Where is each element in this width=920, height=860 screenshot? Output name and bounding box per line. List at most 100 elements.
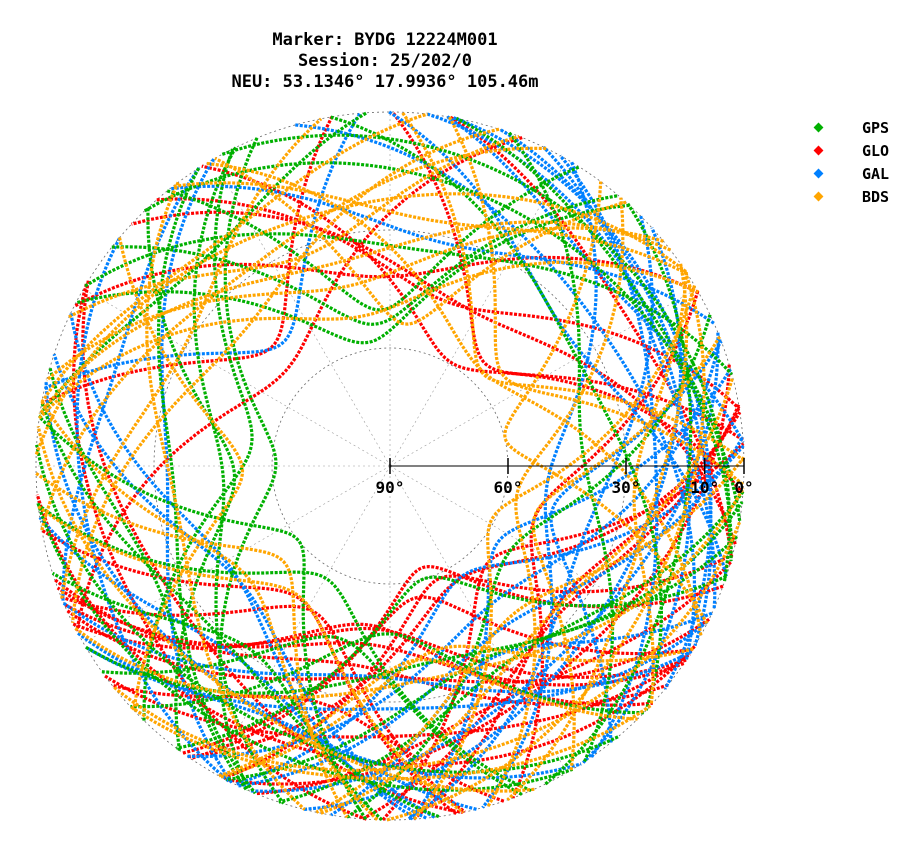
tick-label-90: 90° — [376, 478, 405, 497]
track-gps — [84, 232, 734, 376]
legend-item-bds: BDS — [810, 185, 889, 208]
track-glo — [255, 561, 732, 796]
track-bds — [531, 335, 721, 771]
track-bds — [486, 197, 625, 807]
series-bds — [34, 111, 746, 822]
track-gal — [75, 236, 230, 783]
track-gal — [52, 353, 436, 819]
satellite-tracks — [34, 110, 746, 822]
track-bds — [220, 644, 694, 779]
track-glo — [449, 115, 734, 560]
track-gal — [169, 184, 715, 325]
tick-label-60: 60° — [494, 478, 523, 497]
legend-item-gps: GPS — [810, 116, 889, 139]
legend-label-glo: GLO — [862, 141, 890, 160]
track-bds — [35, 472, 349, 819]
track-gps — [146, 207, 237, 751]
track-gps — [75, 203, 630, 345]
track-bds — [413, 285, 697, 821]
track-glo — [40, 116, 334, 406]
track-bds — [40, 112, 429, 404]
track-gal — [238, 435, 745, 788]
track-bds — [503, 181, 709, 625]
track-bds — [37, 505, 465, 814]
track-gal — [558, 154, 659, 758]
track-gal — [446, 115, 745, 443]
track-gps — [166, 165, 581, 312]
track-gps — [143, 161, 733, 562]
track-bds — [40, 146, 547, 531]
track-gps — [111, 194, 619, 326]
track-bds — [74, 487, 745, 700]
track-bds — [34, 192, 687, 456]
track-bds — [45, 226, 664, 382]
track-gps — [35, 444, 619, 774]
grid-spoke — [212, 159, 391, 467]
track-gps — [156, 167, 257, 795]
track-gps — [455, 116, 742, 522]
track-gps — [225, 535, 739, 782]
track-gps — [38, 415, 368, 821]
track-bds — [71, 127, 500, 623]
track-glo — [391, 111, 744, 442]
track-gps — [40, 401, 440, 819]
title-line-position: NEU: 53.1346° 17.9936° 105.46m — [231, 72, 539, 92]
legend-item-glo: GLO — [810, 139, 889, 162]
grid-spoke — [83, 465, 391, 644]
track-bds — [36, 425, 535, 793]
track-gps — [142, 148, 254, 721]
track-glo — [222, 553, 734, 780]
track-bds — [320, 376, 735, 815]
tick-label-0: 0° — [734, 478, 753, 497]
tick-label-30: 30° — [612, 478, 641, 497]
grid-spoke — [212, 465, 391, 773]
title-line-session: Session: 25/202/0 — [298, 51, 472, 71]
legend-item-gal: GAL — [810, 162, 889, 185]
track-bds — [117, 237, 245, 711]
title-line-marker: Marker: BYDG 12224M001 — [272, 30, 498, 50]
legend: GPS GLO GAL BDS — [810, 116, 889, 208]
track-gal — [330, 611, 713, 817]
track-gps — [508, 131, 615, 763]
track-gal — [453, 116, 713, 690]
track-gps — [36, 502, 574, 792]
track-bds — [315, 456, 746, 814]
series-gps — [35, 111, 745, 822]
track-bds — [214, 156, 627, 326]
tick-label-10: 10° — [690, 478, 719, 497]
track-glo — [187, 411, 742, 759]
track-gal — [187, 337, 722, 759]
track-bds — [111, 521, 741, 772]
track-glo — [75, 136, 523, 632]
track-gps — [130, 632, 644, 715]
legend-label-bds: BDS — [862, 187, 890, 206]
track-glo — [63, 602, 687, 679]
track-glo — [201, 164, 745, 495]
track-gal — [234, 444, 745, 786]
track-gal — [406, 215, 654, 821]
track-glo — [111, 683, 505, 803]
legend-label-gal: GAL — [862, 164, 890, 183]
track-bds — [60, 117, 323, 599]
track-gps — [176, 574, 727, 750]
elevation-axis: 90° 60° 30° 10° 0° — [376, 458, 754, 497]
track-glo — [73, 255, 700, 308]
track-glo — [81, 280, 464, 814]
legend-label-gps: GPS — [862, 118, 890, 137]
track-bds — [38, 220, 672, 416]
track-gps — [37, 503, 532, 793]
track-bds — [40, 400, 379, 821]
track-gal — [481, 161, 598, 809]
track-gal — [426, 112, 692, 764]
track-gps — [218, 137, 278, 791]
track-bds — [129, 704, 652, 781]
track-gps — [48, 367, 248, 791]
chart-title: Marker: BYDG 12224M001 Session: 25/202/0… — [170, 30, 600, 93]
track-bds — [145, 181, 306, 811]
track-bds — [172, 181, 689, 276]
track-gal — [44, 382, 582, 780]
track-bds — [68, 134, 520, 319]
track-bds — [632, 272, 688, 706]
track-gal — [43, 112, 362, 390]
